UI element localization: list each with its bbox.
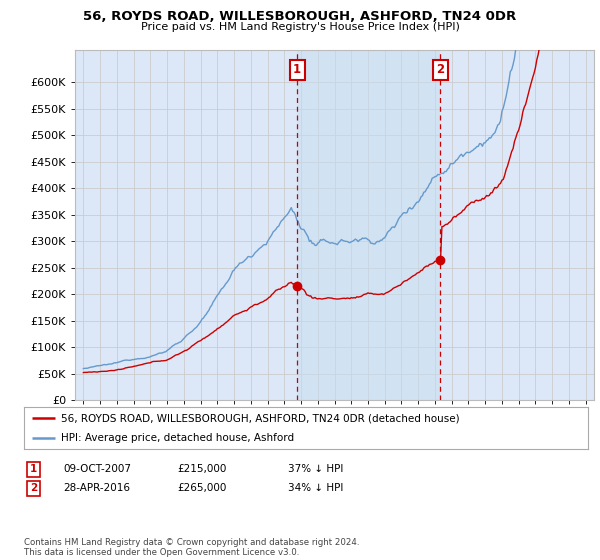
Text: £265,000: £265,000 bbox=[177, 483, 226, 493]
Text: 1: 1 bbox=[293, 63, 301, 76]
Bar bbox=[297, 50, 440, 400]
Text: HPI: Average price, detached house, Ashford: HPI: Average price, detached house, Ashf… bbox=[61, 433, 294, 443]
Text: 2: 2 bbox=[30, 483, 37, 493]
Text: 09-OCT-2007: 09-OCT-2007 bbox=[63, 464, 131, 474]
Text: 34% ↓ HPI: 34% ↓ HPI bbox=[288, 483, 343, 493]
Text: 56, ROYDS ROAD, WILLESBOROUGH, ASHFORD, TN24 0DR (detached house): 56, ROYDS ROAD, WILLESBOROUGH, ASHFORD, … bbox=[61, 413, 459, 423]
Text: 1: 1 bbox=[30, 464, 37, 474]
Text: Contains HM Land Registry data © Crown copyright and database right 2024.
This d: Contains HM Land Registry data © Crown c… bbox=[24, 538, 359, 557]
Text: 37% ↓ HPI: 37% ↓ HPI bbox=[288, 464, 343, 474]
Text: 2: 2 bbox=[436, 63, 445, 76]
Text: Price paid vs. HM Land Registry's House Price Index (HPI): Price paid vs. HM Land Registry's House … bbox=[140, 22, 460, 32]
Text: 28-APR-2016: 28-APR-2016 bbox=[63, 483, 130, 493]
Text: 56, ROYDS ROAD, WILLESBOROUGH, ASHFORD, TN24 0DR: 56, ROYDS ROAD, WILLESBOROUGH, ASHFORD, … bbox=[83, 10, 517, 23]
Text: £215,000: £215,000 bbox=[177, 464, 226, 474]
